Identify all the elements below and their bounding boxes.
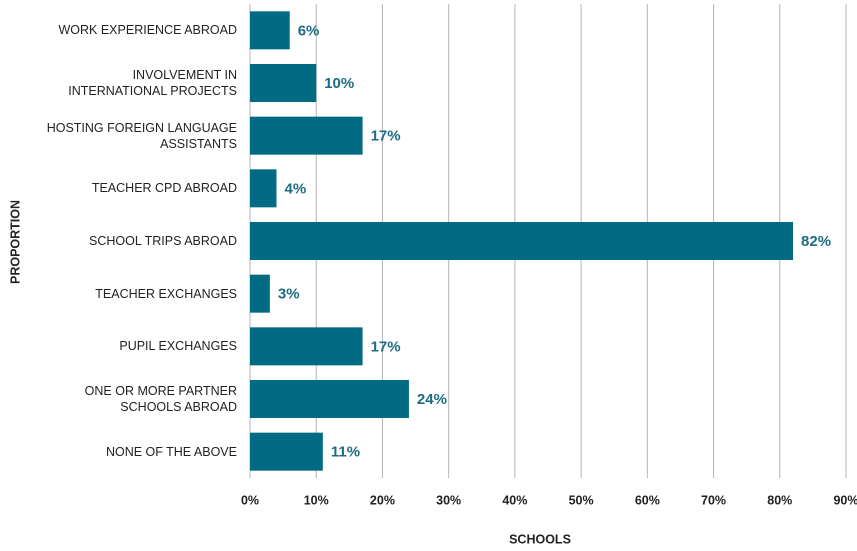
y-tick-label: SCHOOL TRIPS ABROAD	[89, 234, 237, 248]
bar	[250, 116, 363, 155]
x-tick-label: 90%	[833, 493, 857, 507]
bar	[250, 169, 277, 208]
x-tick-label: 70%	[701, 493, 726, 507]
x-tick-label: 60%	[635, 493, 660, 507]
bar	[250, 432, 323, 471]
x-axis-label: SCHOOLS	[509, 532, 571, 546]
value-label: 4%	[284, 180, 306, 197]
y-tick-label: TEACHER EXCHANGES	[95, 286, 237, 301]
value-label: 6%	[298, 22, 320, 39]
x-tick-label: 0%	[241, 493, 259, 507]
value-label: 3%	[278, 286, 300, 303]
bar	[250, 327, 363, 366]
y-tick-label: TEACHER CPD ABROAD	[91, 181, 237, 196]
x-tick-label: 10%	[304, 493, 329, 507]
y-tick-label: ONE OR MORE PARTNER SCHOOLS ABROAD	[84, 384, 237, 414]
x-tick-label: 30%	[436, 493, 461, 507]
y-axis-label: PROPORTION	[8, 200, 22, 284]
y-tick-label: INVOLVEMENT IN INTERNATIONAL PROJECTS	[68, 68, 237, 98]
bar	[250, 64, 317, 102]
bar	[250, 11, 290, 50]
value-label: 10%	[324, 75, 354, 92]
y-tick-label: PUPIL EXCHANGES	[119, 339, 237, 354]
y-tick-label: WORK EXPERIENCE ABROAD	[58, 23, 237, 38]
value-label: 17%	[371, 338, 401, 355]
x-tick-label: 50%	[569, 493, 594, 507]
value-label: 11%	[331, 444, 360, 461]
y-tick-label: HOSTING FOREIGN LANGUAGE ASSISTANTS	[46, 120, 237, 151]
x-tick-label: 40%	[502, 493, 527, 507]
value-label: 24%	[417, 391, 447, 408]
y-tick-label: NONE OF THE ABOVE	[105, 444, 237, 459]
bar	[250, 274, 270, 313]
value-label: 82%	[801, 233, 831, 250]
x-tick-label: 20%	[370, 493, 395, 507]
bar	[250, 380, 409, 418]
value-label: 17%	[371, 128, 401, 145]
x-tick-label: 80%	[767, 493, 792, 507]
bar	[250, 222, 794, 260]
